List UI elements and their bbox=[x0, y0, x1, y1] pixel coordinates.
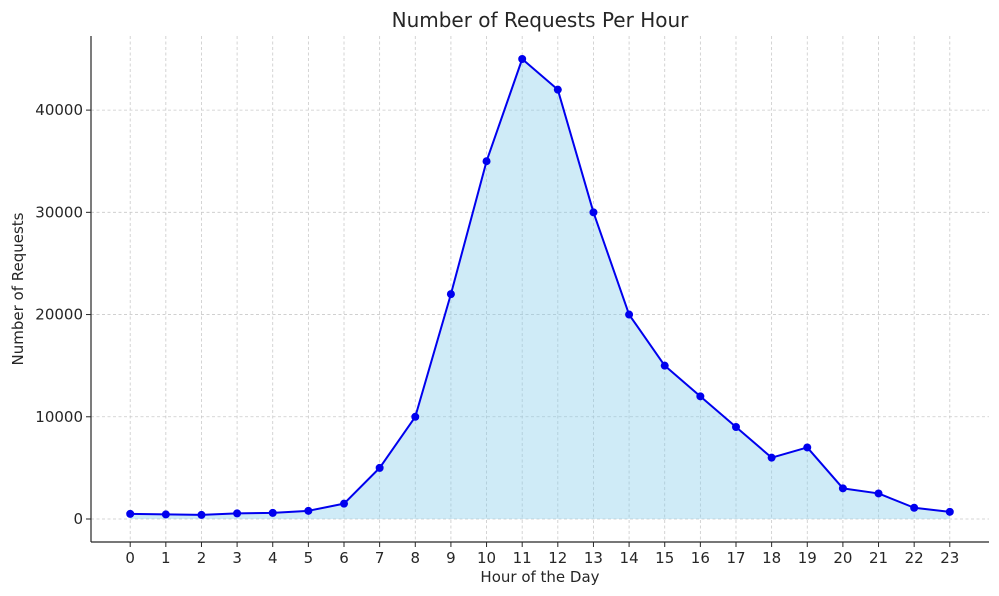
x-tick-label: 5 bbox=[304, 549, 314, 567]
data-point bbox=[197, 510, 206, 519]
chart-title: Number of Requests Per Hour bbox=[392, 8, 690, 32]
x-tick-label: 7 bbox=[375, 549, 385, 567]
x-tick-label: 17 bbox=[726, 549, 745, 567]
data-point bbox=[446, 290, 455, 299]
data-point bbox=[375, 463, 384, 472]
data-point-layer bbox=[126, 55, 954, 519]
data-point bbox=[411, 412, 420, 421]
x-tick-label: 4 bbox=[268, 549, 278, 567]
y-axis-label: Number of Requests bbox=[9, 212, 27, 365]
data-point bbox=[838, 484, 847, 493]
data-point bbox=[126, 509, 135, 518]
series-line bbox=[130, 58, 950, 516]
x-tick-label: 12 bbox=[548, 549, 567, 567]
data-point bbox=[696, 392, 705, 401]
grid bbox=[91, 36, 989, 542]
data-point bbox=[268, 508, 277, 517]
data-point bbox=[874, 489, 883, 498]
x-tick-label: 20 bbox=[833, 549, 852, 567]
data-point bbox=[553, 85, 562, 94]
x-tick-label: 10 bbox=[477, 549, 496, 567]
x-tick-label: 13 bbox=[584, 549, 603, 567]
data-point bbox=[482, 157, 491, 166]
series-line-layer bbox=[130, 58, 950, 516]
x-tick-label: 16 bbox=[691, 549, 710, 567]
x-tick-label: 18 bbox=[762, 549, 781, 567]
data-point bbox=[731, 423, 740, 431]
data-point bbox=[340, 499, 349, 508]
x-axis-label: Hour of the Day bbox=[480, 568, 599, 586]
x-tick-label: 14 bbox=[620, 549, 639, 567]
x-tick-label: 9 bbox=[446, 549, 456, 567]
x-tick-label: 15 bbox=[655, 549, 674, 567]
area-fill-layer bbox=[130, 59, 950, 519]
data-point bbox=[803, 443, 812, 452]
data-point bbox=[161, 510, 170, 519]
data-point bbox=[304, 506, 313, 515]
data-point bbox=[233, 509, 242, 518]
y-tick-label: 20000 bbox=[35, 306, 83, 324]
x-tick-label: 0 bbox=[125, 549, 135, 567]
x-tick-label: 6 bbox=[339, 549, 349, 567]
x-tick-label: 22 bbox=[905, 549, 924, 567]
x-tick-label: 23 bbox=[940, 549, 959, 567]
x-tick-label: 8 bbox=[411, 549, 421, 567]
x-tick-label: 1 bbox=[161, 549, 171, 567]
ticks: 0 1 2 3 4 5 6 7 8 9 10 11 12 13 14 15 16 17 18 19 20 21 22 2301… bbox=[35, 101, 959, 567]
x-tick-label: 19 bbox=[798, 549, 817, 567]
y-tick-label: 10000 bbox=[35, 408, 83, 426]
data-point bbox=[945, 507, 954, 516]
data-point bbox=[625, 310, 634, 319]
axes bbox=[90, 36, 989, 543]
data-point bbox=[910, 503, 919, 512]
y-tick-label: 30000 bbox=[35, 203, 83, 221]
data-point bbox=[589, 208, 598, 217]
x-tick-label: 21 bbox=[869, 549, 888, 567]
data-point bbox=[660, 361, 669, 370]
x-tick-label: 2 bbox=[197, 549, 207, 567]
data-point bbox=[767, 453, 776, 462]
area-fill bbox=[130, 59, 950, 519]
y-tick-label: 0 bbox=[73, 510, 83, 528]
data-point bbox=[518, 55, 527, 63]
x-tick-label: 11 bbox=[513, 549, 532, 567]
y-tick-label: 40000 bbox=[35, 101, 83, 119]
x-tick-label: 3 bbox=[232, 549, 242, 567]
